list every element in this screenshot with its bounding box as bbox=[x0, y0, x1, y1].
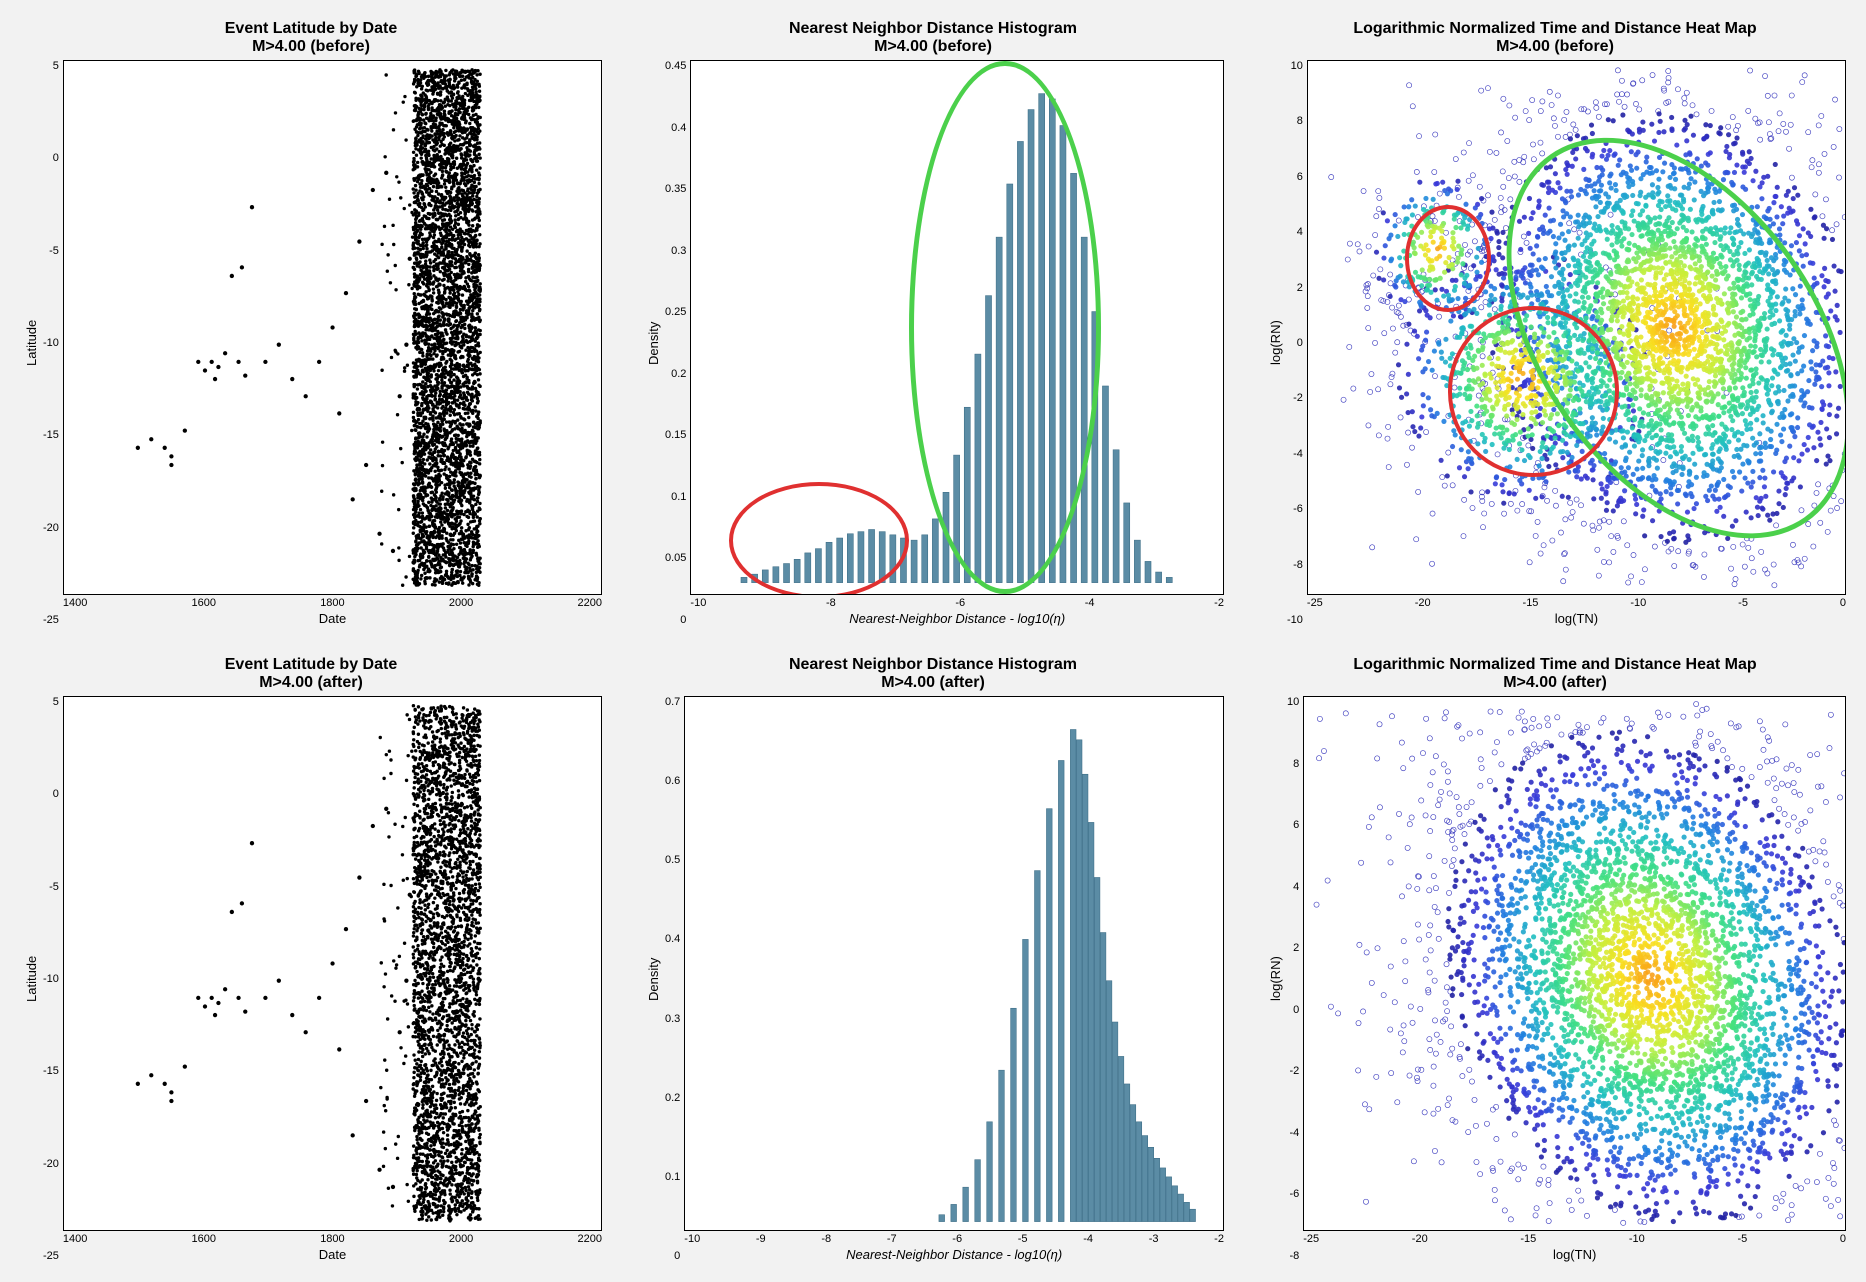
axes bbox=[684, 696, 1224, 1231]
axes bbox=[1307, 60, 1846, 595]
subtitle-text: M>4.00 (before) bbox=[1353, 38, 1756, 56]
axes bbox=[63, 696, 602, 1231]
panel-scatter-after: Event Latitude by Date M>4.00 (after) La… bbox=[20, 656, 602, 1262]
figure-grid: Event Latitude by Date M>4.00 (before) L… bbox=[20, 20, 1846, 1262]
y-ticks: 50-5-10-15-20-25 bbox=[43, 696, 63, 1262]
y-axis-label: Density bbox=[642, 696, 665, 1262]
subtitle-text: M>4.00 (after) bbox=[789, 674, 1077, 692]
title-text: Event Latitude by Date bbox=[225, 20, 397, 38]
subtitle-text: M>4.00 (before) bbox=[225, 38, 397, 56]
subtitle-text: M>4.00 (after) bbox=[1353, 674, 1756, 692]
panel-hist-after: Nearest Neighbor Distance Histogram M>4.… bbox=[642, 656, 1224, 1262]
x-ticks: 14001600180020002200 bbox=[63, 597, 602, 609]
y-ticks: 50-5-10-15-20-25 bbox=[43, 60, 63, 626]
axes bbox=[63, 60, 602, 595]
y-axis-label: log(RN) bbox=[1264, 696, 1287, 1262]
title-text: Event Latitude by Date bbox=[225, 656, 397, 674]
panel-heat-after: Logarithmic Normalized Time and Distance… bbox=[1264, 656, 1846, 1262]
axes bbox=[690, 60, 1224, 595]
panel-title: Event Latitude by Date M>4.00 (before) bbox=[225, 20, 397, 56]
panel-title: Nearest Neighbor Distance Histogram M>4.… bbox=[789, 656, 1077, 692]
x-ticks: 14001600180020002200 bbox=[63, 1233, 602, 1245]
x-axis-label: Nearest-Neighbor Distance - log10(η) bbox=[684, 1247, 1224, 1262]
panel-title: Event Latitude by Date M>4.00 (after) bbox=[225, 656, 397, 692]
title-text: Nearest Neighbor Distance Histogram bbox=[789, 656, 1077, 674]
x-axis-label: Nearest-Neighbor Distance - log10(η) bbox=[690, 611, 1224, 626]
subtitle-text: M>4.00 (after) bbox=[225, 674, 397, 692]
x-axis-label: Date bbox=[63, 1247, 602, 1262]
y-axis-label: Latitude bbox=[20, 60, 43, 626]
y-axis-label: Latitude bbox=[20, 696, 43, 1262]
title-text: Logarithmic Normalized Time and Distance… bbox=[1353, 20, 1756, 38]
x-ticks: -25-20-15-10-50 bbox=[1303, 1233, 1846, 1245]
x-axis-label: log(TN) bbox=[1307, 611, 1846, 626]
y-ticks: 1086420-2-4-6-8-10 bbox=[1287, 60, 1307, 626]
panel-title: Logarithmic Normalized Time and Distance… bbox=[1353, 656, 1756, 692]
axes bbox=[1303, 696, 1846, 1231]
y-ticks: 0.70.60.50.40.30.20.10 bbox=[665, 696, 684, 1262]
title-text: Nearest Neighbor Distance Histogram bbox=[789, 20, 1077, 38]
x-axis-label: Date bbox=[63, 611, 602, 626]
y-ticks: 1086420-2-4-6-8 bbox=[1287, 696, 1303, 1262]
panel-hist-before: Nearest Neighbor Distance Histogram M>4.… bbox=[642, 20, 1224, 626]
panel-scatter-before: Event Latitude by Date M>4.00 (before) L… bbox=[20, 20, 602, 626]
x-ticks: -10-9-8-7-6-5-4-3-2 bbox=[684, 1233, 1224, 1245]
x-axis-label: log(TN) bbox=[1303, 1247, 1846, 1262]
subtitle-text: M>4.00 (before) bbox=[789, 38, 1077, 56]
x-ticks: -25-20-15-10-50 bbox=[1307, 597, 1846, 609]
panel-title: Logarithmic Normalized Time and Distance… bbox=[1353, 20, 1756, 56]
y-ticks: 0.450.40.350.30.250.20.150.10.050 bbox=[665, 60, 690, 626]
x-ticks: -10-8-6-4-2 bbox=[690, 597, 1224, 609]
panel-title: Nearest Neighbor Distance Histogram M>4.… bbox=[789, 20, 1077, 56]
title-text: Logarithmic Normalized Time and Distance… bbox=[1353, 656, 1756, 674]
panel-heat-before: Logarithmic Normalized Time and Distance… bbox=[1264, 20, 1846, 626]
y-axis-label: Density bbox=[642, 60, 665, 626]
y-axis-label: log(RN) bbox=[1264, 60, 1287, 626]
